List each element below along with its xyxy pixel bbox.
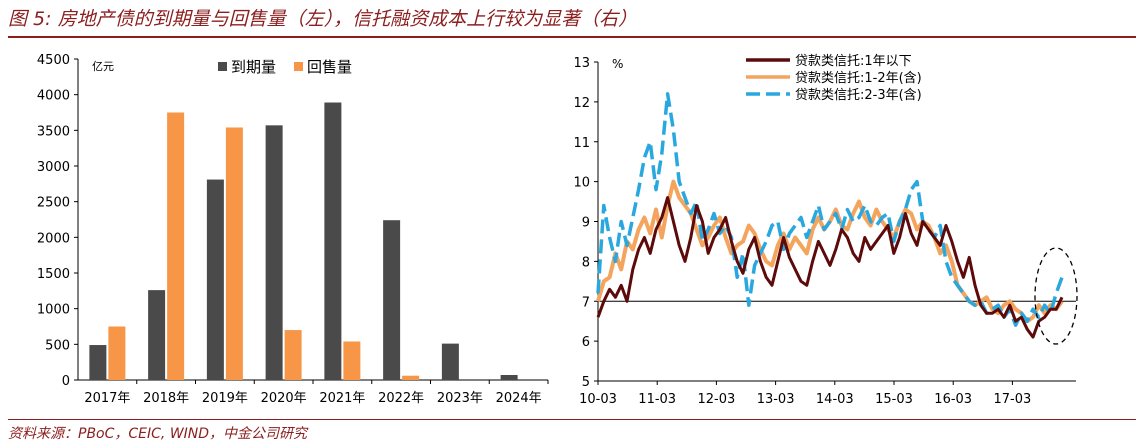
y-tick-label: 8	[582, 255, 590, 270]
bar-chart: 亿元 0 500 1000 1500 2000 2500 3000 3500 4000 4500 20…	[37, 53, 549, 406]
bar-maturity	[89, 345, 107, 380]
y-tick-label: 3000	[37, 160, 70, 175]
x-tick-label: 17-03	[994, 392, 1032, 407]
bar-putback	[225, 127, 243, 380]
x-tick-label: 2021年	[319, 391, 365, 406]
bar-putback	[167, 112, 185, 380]
y-tick-label: 12	[573, 96, 590, 111]
bar-putback	[284, 330, 302, 380]
y-tick-label: 500	[45, 338, 70, 353]
y-tick-label: 2500	[37, 196, 70, 211]
legend-label: 回售量	[307, 58, 352, 76]
x-tick-label: 10-03	[579, 392, 617, 407]
bar-putback	[402, 375, 420, 380]
legend-label: 到期量	[231, 58, 276, 76]
y-tick-label: 4500	[37, 53, 70, 68]
x-tick-label: 2024年	[496, 391, 542, 406]
y-tick-label: 7	[582, 295, 590, 310]
bar-putback	[343, 341, 361, 380]
x-tick-label: 13-03	[757, 392, 795, 407]
x-tick-label: 2022年	[378, 391, 424, 406]
figure-title: 图 5: 房地产债的到期量与回售量（左），信托融资成本上行较为显著（右）	[8, 8, 638, 30]
y-tick-label: 11	[573, 136, 590, 151]
legend-label: 贷款类信托:1年以下	[795, 54, 912, 69]
y-unit-label: %	[612, 57, 623, 71]
x-tick-label: 2023年	[437, 391, 483, 406]
x-tick-label: 2019年	[202, 391, 248, 406]
y-tick-label: 2000	[37, 231, 70, 246]
y-tick-label: 4000	[37, 89, 70, 104]
title-rule	[8, 36, 1136, 38]
source-rule	[8, 419, 1136, 420]
x-tick-label: 14-03	[816, 392, 854, 407]
x-tick-label: 2020年	[261, 391, 307, 406]
bar-putback	[108, 326, 126, 380]
x-tick-label: 11-03	[638, 392, 676, 407]
x-tick-label: 16-03	[934, 392, 972, 407]
bar-maturity	[500, 375, 518, 380]
bar-maturity	[265, 125, 283, 380]
y-unit-label: 亿元	[92, 60, 114, 73]
bar-maturity	[324, 102, 342, 380]
y-tick-label: 9	[582, 216, 590, 231]
y-tick-label: 1500	[37, 267, 70, 282]
x-tick-label: 12-03	[698, 392, 736, 407]
y-tick-label: 13	[573, 56, 590, 71]
y-tick-label: 1000	[37, 303, 70, 318]
legend-swatch	[218, 62, 227, 71]
series-line-1	[596, 196, 1064, 339]
x-tick-label: 15-03	[875, 392, 913, 407]
source-note: 资料来源：PBoC，CEIC, WIND，中金公司研究	[8, 426, 308, 442]
y-tick-label: 6	[582, 335, 590, 350]
y-tick-label: 3500	[37, 124, 70, 139]
y-tick-label: 0	[62, 374, 70, 389]
bar-maturity	[148, 290, 166, 380]
bar-maturity	[441, 343, 459, 380]
bar-maturity	[206, 179, 224, 380]
legend-label: 贷款类信托:1-2年(含)	[795, 70, 922, 86]
bar-maturity	[383, 220, 401, 380]
annotation-ellipse	[1034, 247, 1078, 345]
legend-label: 贷款类信托:2-3年(含)	[795, 87, 922, 103]
x-tick-label: 2018年	[143, 391, 189, 406]
line-chart: % 5 6 7 8 9 10 11 12 13 10-03 11-03 12-03 13-03 14-03 1…	[573, 54, 1078, 407]
legend-swatch	[294, 62, 303, 71]
y-tick-label: 5	[582, 375, 590, 390]
x-tick-label: 2017年	[84, 391, 130, 406]
y-tick-label: 10	[573, 176, 590, 191]
